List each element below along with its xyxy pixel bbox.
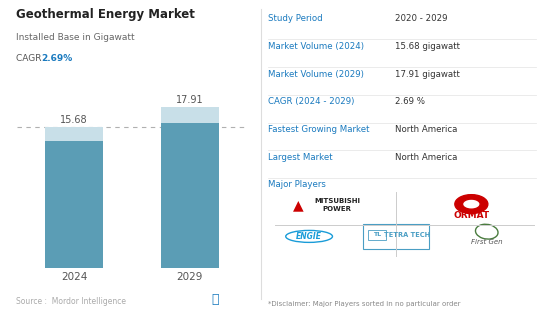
Text: 17.91: 17.91 xyxy=(176,95,204,105)
Bar xyxy=(161,123,219,268)
Text: North America: North America xyxy=(395,125,457,134)
Text: Source :  Mordor Intelligence: Source : Mordor Intelligence xyxy=(16,296,126,306)
Text: TETRA TECH: TETRA TECH xyxy=(384,232,430,238)
Text: Ⓜ: Ⓜ xyxy=(212,293,219,306)
Text: First Gen: First Gen xyxy=(471,239,503,245)
Text: CAGR (2024 - 2029): CAGR (2024 - 2029) xyxy=(268,97,354,106)
Text: 2.69%: 2.69% xyxy=(41,54,73,63)
Text: 15.68: 15.68 xyxy=(60,115,88,125)
Text: POWER: POWER xyxy=(323,206,351,212)
Text: CAGR: CAGR xyxy=(16,54,45,63)
Text: Major Players: Major Players xyxy=(268,180,326,190)
Text: 17.91 gigawatt: 17.91 gigawatt xyxy=(395,70,460,79)
Text: ENGIE: ENGIE xyxy=(296,232,322,241)
Text: Geothermal Energy Market: Geothermal Energy Market xyxy=(16,8,195,21)
Text: MITSUBISHI: MITSUBISHI xyxy=(314,198,360,204)
Text: 15.68 gigawatt: 15.68 gigawatt xyxy=(395,42,460,51)
Text: 2.69 %: 2.69 % xyxy=(395,97,425,106)
Text: North America: North America xyxy=(395,153,457,162)
Text: ▲: ▲ xyxy=(293,199,304,213)
Text: Largest Market: Largest Market xyxy=(268,153,332,162)
Bar xyxy=(45,127,103,141)
Text: TL: TL xyxy=(373,232,381,237)
Text: 2020 - 2029: 2020 - 2029 xyxy=(395,14,447,23)
Text: Study Period: Study Period xyxy=(268,14,322,23)
Text: Market Volume (2024): Market Volume (2024) xyxy=(268,42,364,51)
Text: Fastest Growing Market: Fastest Growing Market xyxy=(268,125,370,134)
Bar xyxy=(161,106,219,123)
Text: Installed Base in Gigawatt: Installed Base in Gigawatt xyxy=(16,33,135,42)
Text: *Disclaimer: Major Players sorted in no particular order: *Disclaimer: Major Players sorted in no … xyxy=(268,301,460,307)
Text: Market Volume (2029): Market Volume (2029) xyxy=(268,70,364,79)
Bar xyxy=(45,141,103,268)
Text: ORMAT: ORMAT xyxy=(453,211,490,220)
